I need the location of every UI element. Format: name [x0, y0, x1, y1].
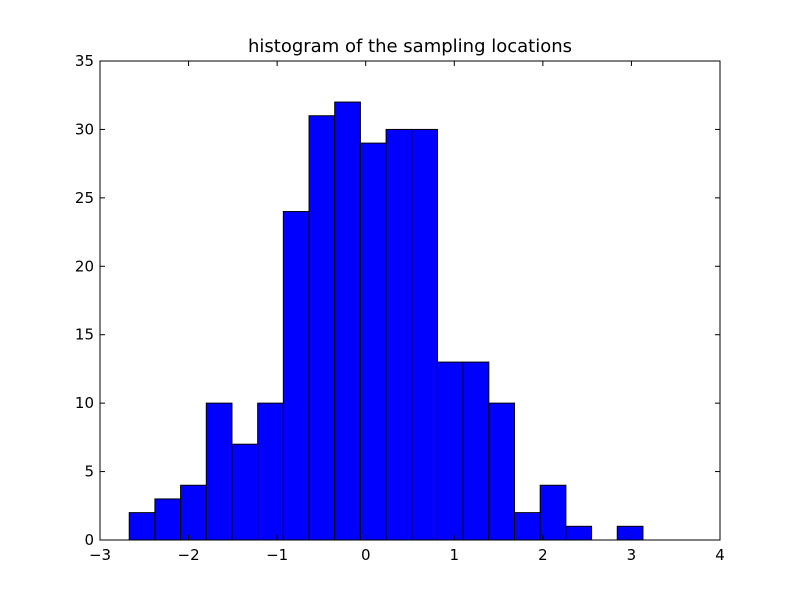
histogram-bar: [308, 115, 336, 541]
x-tick-label: −3: [89, 546, 111, 564]
x-tick-label: 1: [450, 546, 460, 564]
x-tick-label: 0: [361, 546, 371, 564]
histogram-bar: [334, 101, 361, 541]
histogram-bar: [385, 128, 413, 541]
histogram-bar: [180, 484, 207, 541]
histogram-bar: [436, 361, 464, 541]
histogram-bar: [514, 512, 541, 541]
y-tick-label: 10: [75, 394, 94, 412]
y-tick-label: 20: [75, 257, 94, 275]
x-tick-label: −1: [266, 546, 288, 564]
histogram-bar: [205, 402, 233, 541]
y-tick-label: 30: [75, 120, 94, 138]
histogram-bar: [411, 128, 438, 541]
histogram-bar: [539, 484, 567, 541]
bars-group: [128, 101, 644, 541]
histogram-bar: [257, 402, 284, 541]
y-tick-label: 0: [84, 531, 94, 549]
x-tick-label: 3: [627, 546, 637, 564]
chart-title: histogram of the sampling locations: [248, 36, 572, 57]
histogram-bar: [231, 443, 259, 541]
axes-frame: [99, 60, 721, 541]
histogram-bar: [616, 525, 644, 541]
histogram-bar: [128, 512, 156, 541]
x-tick-label: 4: [715, 546, 725, 564]
ticks-group: −3 −2 −1 0 1 2 3 4 0 5 10 15 20 25 30 35: [75, 52, 725, 564]
histogram-bar: [462, 361, 490, 541]
histogram-bar: [565, 525, 593, 541]
histogram-bar: [154, 498, 182, 541]
y-tick-label: 25: [75, 189, 94, 207]
x-tick-label: 2: [538, 546, 548, 564]
x-tick-label: −2: [178, 546, 200, 564]
histogram-bar: [488, 402, 516, 541]
y-tick-label: 35: [75, 52, 94, 70]
histogram-bar: [359, 142, 387, 541]
y-tick-label: 15: [75, 326, 94, 344]
histogram-bar: [282, 211, 310, 541]
y-tick-label: 5: [84, 463, 94, 481]
